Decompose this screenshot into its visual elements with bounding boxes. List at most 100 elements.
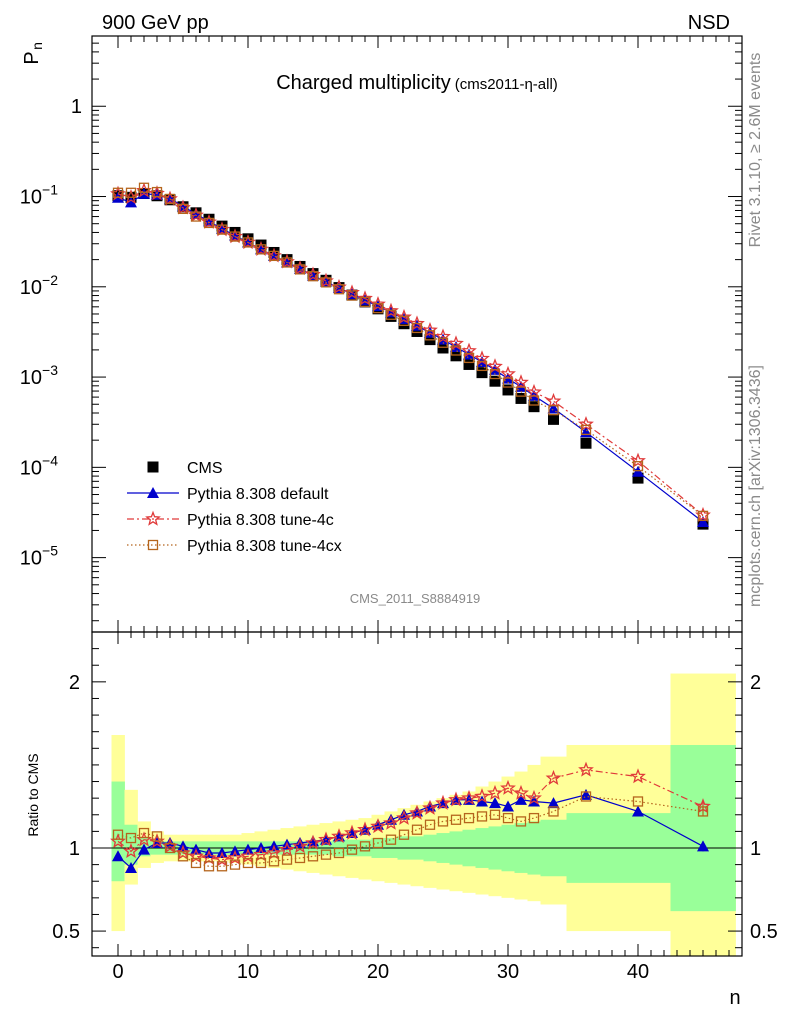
- data-point: [448, 791, 464, 807]
- y-tick-label: 10−4: [20, 452, 58, 479]
- y-tick-label: 10−1: [20, 182, 58, 209]
- ratio-bands: [92, 673, 742, 956]
- data-point: [630, 768, 646, 784]
- data-point: [476, 360, 488, 372]
- data-point: [474, 788, 490, 804]
- series-top: [112, 188, 709, 530]
- data-point: [164, 837, 176, 849]
- x-axis-label: n: [729, 987, 740, 1009]
- x-tick-label: 30: [497, 961, 519, 983]
- data-point: [177, 851, 189, 862]
- data-point: [489, 797, 501, 809]
- data-point: [268, 250, 280, 262]
- data-point: [201, 849, 217, 865]
- data-point: [112, 829, 124, 840]
- data-point: [580, 437, 592, 449]
- data-point: [359, 296, 371, 308]
- data-point: [424, 819, 436, 830]
- data-point: [461, 789, 477, 805]
- legend-marker: [145, 510, 161, 526]
- data-point: [489, 809, 501, 820]
- data-point: [396, 809, 412, 825]
- ratio-y-tick-label-right: 2: [750, 672, 761, 694]
- data-point: [450, 814, 462, 825]
- data-point: [422, 321, 438, 337]
- data-point: [372, 303, 384, 314]
- data-point: [422, 799, 438, 815]
- chart-title-group: Charged multiplicity (cms2011-η-all): [276, 72, 558, 94]
- data-point: [370, 818, 386, 834]
- legend-label: Pythia 8.308 tune-4c: [187, 512, 334, 529]
- data-point: [320, 277, 332, 288]
- analysis-watermark: CMS_2011_S8884919: [350, 591, 481, 606]
- x-tick-label: 40: [627, 961, 649, 983]
- data-point: [580, 424, 592, 436]
- ratio-y-tick-label-right: 0.5: [750, 921, 778, 943]
- data-point: [370, 295, 386, 312]
- data-point: [632, 472, 644, 484]
- data-point: [502, 812, 514, 824]
- data-point: [437, 342, 449, 354]
- data-point: [229, 859, 241, 870]
- legend-entry: Pythia 8.308 tune-4cx: [127, 538, 342, 555]
- legend: CMS Pythia 8.308 default Pythia 8.308 tune…: [127, 460, 342, 555]
- data-point: [411, 824, 423, 835]
- data-point: [177, 203, 189, 215]
- data-point: [502, 800, 514, 812]
- data-point: [294, 852, 306, 864]
- ratio-y-tick-label-right: 1: [750, 838, 761, 860]
- series-line: [118, 187, 704, 517]
- ratio-y-tick-label: 1: [69, 838, 80, 860]
- data-point: [279, 841, 295, 857]
- x-tick-label: 10: [237, 961, 259, 983]
- data-point: [632, 796, 644, 807]
- ratio-y-tick-label: 0.5: [52, 921, 80, 943]
- data-point: [281, 257, 293, 268]
- data-point: [138, 827, 150, 839]
- y-tick-label: 10−2: [20, 272, 58, 299]
- data-point: [526, 383, 542, 399]
- data-point: [396, 308, 412, 324]
- data-point: [281, 854, 293, 865]
- data-point: [255, 244, 267, 255]
- data-point: [528, 401, 540, 413]
- y-tick-label: 10−3: [20, 362, 58, 389]
- data-point: [151, 831, 163, 842]
- data-point: [632, 805, 644, 817]
- legend-marker: [147, 487, 159, 498]
- data-point: [125, 832, 137, 844]
- data-point: [548, 413, 559, 425]
- data-point: [502, 377, 514, 388]
- data-point: [411, 322, 423, 334]
- chart-title: Charged multiplicity: [276, 72, 451, 94]
- data-point: [697, 516, 709, 528]
- data-point: [500, 779, 516, 795]
- data-point: [476, 367, 488, 379]
- data-point: [476, 795, 488, 807]
- data-point: [125, 187, 137, 198]
- data-point: [266, 844, 282, 860]
- data-point: [450, 345, 462, 356]
- data-point: [318, 831, 334, 847]
- legend-entry: Pythia 8.308 tune-4c: [127, 510, 334, 529]
- data-point: [216, 861, 228, 872]
- data-point: [526, 789, 542, 805]
- y-tick-base: 10: [20, 187, 42, 209]
- y-axis-label-ratio: Ratio to CMS: [25, 753, 41, 836]
- data-point: [435, 328, 451, 344]
- data-point: [138, 843, 150, 855]
- data-point: [489, 368, 501, 380]
- data-point: [203, 217, 215, 229]
- data-point: [190, 857, 202, 869]
- x-tick-label: 0: [112, 961, 123, 983]
- legend-label: CMS: [187, 460, 223, 477]
- legend-label: Pythia 8.308 default: [187, 486, 329, 503]
- y-tick-label: 1: [71, 96, 82, 118]
- data-point: [112, 187, 124, 198]
- y-tick-base: 10: [20, 548, 42, 570]
- chart-subtitle: (cms2011-η-all): [455, 76, 558, 93]
- data-point: [307, 851, 319, 862]
- data-point: [515, 386, 527, 397]
- data-point: [411, 325, 423, 337]
